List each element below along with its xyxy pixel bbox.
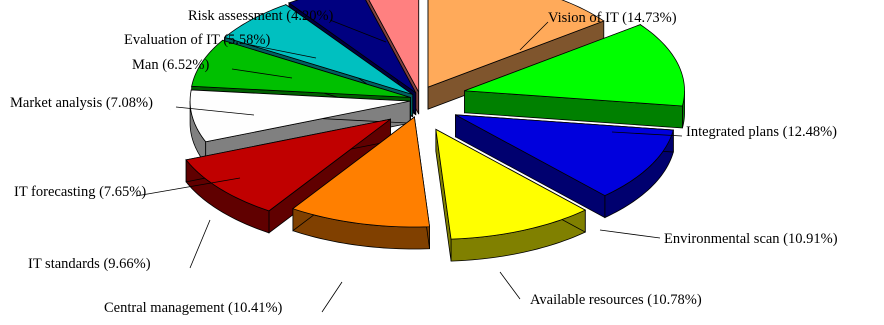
- slice-label-integrated-plans: Integrated plans (12.48%): [686, 124, 837, 140]
- slice-label-risk-assessment: Risk assessment (4.20%): [188, 8, 334, 24]
- slice-label-market-analysis: Market analysis (7.08%): [10, 95, 153, 111]
- slice-label-vision-of-it: Vision of IT (14.73%): [548, 10, 677, 26]
- slice-label-evaluation-of-it: Evaluation of IT (5.58%): [124, 32, 270, 48]
- slice-label-it-standards: IT standards (9.66%): [28, 256, 151, 272]
- leader-line-available-resources: [500, 272, 520, 299]
- slice-label-available-resources: Available resources (10.78%): [530, 292, 702, 308]
- leader-line-environmental-scan: [600, 230, 660, 238]
- slice-label-it-forecasting: IT forecasting (7.65%): [14, 184, 146, 200]
- slice-label-central-management: Central management (10.41%): [104, 300, 283, 316]
- slice-label-man: Man (6.52%): [132, 57, 209, 73]
- slice-label-environmental-scan: Environmental scan (10.91%): [664, 231, 838, 247]
- leader-line-central-management: [322, 282, 342, 312]
- leader-line-it-standards: [190, 220, 210, 268]
